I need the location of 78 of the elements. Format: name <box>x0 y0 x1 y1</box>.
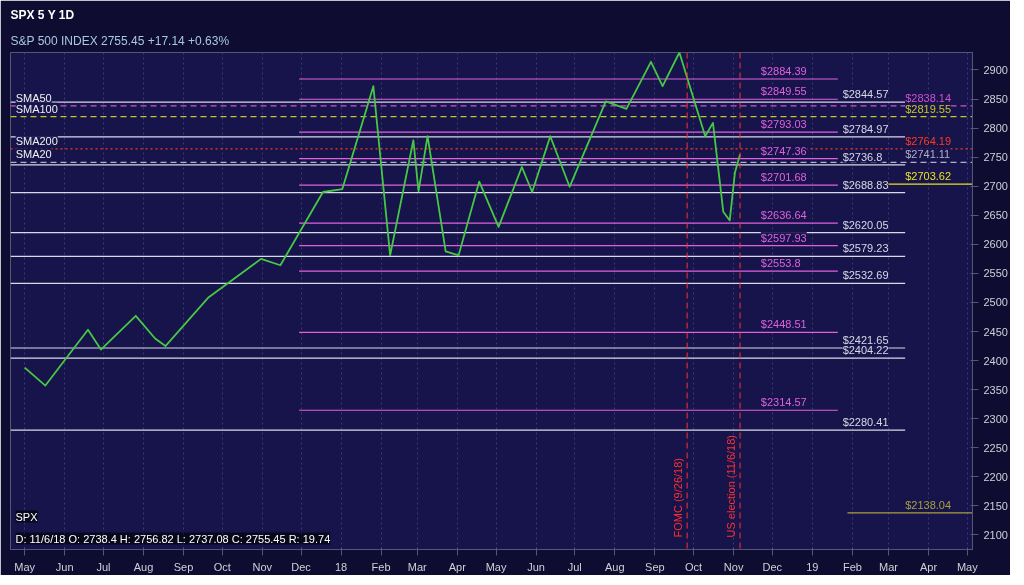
x-tick-label: 18 <box>334 560 348 573</box>
x-tick-label: Aug <box>133 560 154 573</box>
ref-line-label: FOMC (9/26/18) <box>672 458 685 538</box>
x-tick-label: Dec <box>291 560 312 573</box>
x-tick-label: Jun <box>55 560 74 573</box>
annotation: SMA200 <box>15 134 58 147</box>
x-tick-label: 19 <box>806 560 819 573</box>
x-tick-label: May <box>14 560 36 573</box>
ref-line-label: $2636.64 <box>760 209 807 222</box>
x-tick-label: Mar <box>407 560 428 573</box>
y-tick-label: 2750 <box>983 151 1008 164</box>
ref-line-label: $2736.8 <box>842 150 883 163</box>
ref-line-label: US election (11/6/18) <box>725 434 738 538</box>
annotation: SPX <box>15 510 39 523</box>
y-tick-label: 2850 <box>983 93 1008 105</box>
x-tick-label: Feb <box>371 560 391 573</box>
ref-line-label: $2314.57 <box>760 396 807 409</box>
y-tick-label: 2300 <box>983 412 1008 425</box>
y-tick-label: 2550 <box>983 267 1008 280</box>
ref-line-label: $2747.36 <box>760 144 807 157</box>
y-tick-label: 2600 <box>983 238 1008 251</box>
ref-line-label: $2703.62 <box>905 170 952 183</box>
annotation: SMA100 <box>15 102 58 115</box>
ref-line-label: $2819.55 <box>905 102 952 115</box>
x-tick-label: Nov <box>723 560 744 573</box>
ref-line-label: $2138.04 <box>905 498 952 511</box>
ref-line-label: $2553.8 <box>760 257 801 270</box>
y-tick-label: 2650 <box>983 209 1008 222</box>
x-tick-label: Apr <box>920 560 938 573</box>
x-tick-label: Dec <box>762 560 783 573</box>
y-tick-label: 2700 <box>983 180 1008 193</box>
ref-line-label: $2448.51 <box>760 318 807 331</box>
x-tick-label: Oct <box>685 560 703 573</box>
ref-line-label: $2532.69 <box>842 269 889 282</box>
annotation: SMA20 <box>15 148 52 161</box>
x-tick-label: Jul <box>567 560 582 573</box>
y-tick-label: 2250 <box>983 441 1008 454</box>
ref-line-label: $2280.41 <box>842 416 889 429</box>
annotation: D: 11/6/18 O: 2738.4 H: 2756.82 L: 2737.08 C: 2755.45 R: 19.74 <box>15 532 331 545</box>
ref-line-label: $2404.22 <box>842 344 889 357</box>
x-tick-label: Oct <box>213 560 231 573</box>
ref-line-label: $2688.83 <box>842 178 889 191</box>
x-tick-label: Feb <box>842 560 862 573</box>
y-tick-label: 2450 <box>983 325 1008 338</box>
y-tick-label: 2100 <box>983 528 1008 541</box>
x-tick-label: May <box>485 560 507 573</box>
x-tick-label: Nov <box>252 560 273 573</box>
x-tick-label: Sep <box>173 560 194 573</box>
ref-line-label: $2764.19 <box>905 134 952 147</box>
y-tick-label: 2800 <box>983 122 1008 135</box>
ref-line-label: $2849.55 <box>760 85 807 98</box>
chart-title: SPX 5 Y 1D <box>10 7 75 22</box>
y-tick-label: 2200 <box>983 470 1008 483</box>
ref-line-label: $2793.03 <box>760 118 807 131</box>
chart-subtitle: S&P 500 INDEX 2755.45 +17.14 +0.63% <box>10 33 230 48</box>
ref-line-label: $2701.68 <box>760 171 807 184</box>
y-tick-label: 2400 <box>983 354 1008 367</box>
x-tick-label: Sep <box>645 560 665 573</box>
ref-line-label: $2620.05 <box>842 218 889 231</box>
x-tick-label: Jul <box>96 560 111 573</box>
ref-line-label: $2884.39 <box>760 65 807 78</box>
ref-line-label: $2741.11 <box>905 148 951 161</box>
ref-line-label: $2579.23 <box>842 242 889 255</box>
ref-line-label: $2844.57 <box>842 88 889 101</box>
ref-line-label: $2597.93 <box>760 231 807 244</box>
x-tick-label: May <box>956 560 979 573</box>
ref-line-label: $2838.14 <box>905 91 952 104</box>
ref-line-label: $2784.97 <box>842 122 889 135</box>
x-tick-label: Apr <box>448 560 467 573</box>
y-tick-label: 2150 <box>983 499 1008 512</box>
annotation: SMA50 <box>15 91 52 104</box>
y-tick-label: 2500 <box>983 296 1008 309</box>
x-tick-label: Mar <box>879 560 899 573</box>
y-tick-label: 2350 <box>983 383 1008 396</box>
ref-line-label: $2421.65 <box>842 334 889 346</box>
y-tick-label: 2900 <box>983 63 1008 76</box>
x-tick-label: Jun <box>527 560 545 573</box>
x-tick-label: Aug <box>605 560 625 573</box>
